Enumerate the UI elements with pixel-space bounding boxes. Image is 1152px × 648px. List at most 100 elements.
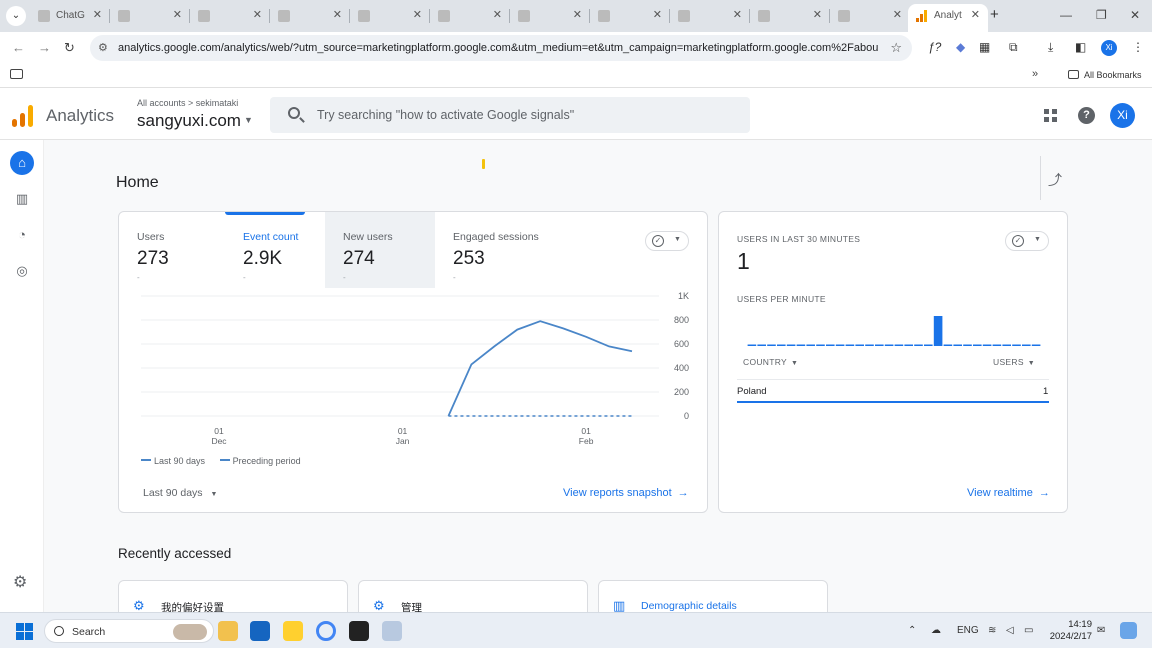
account-breadcrumb[interactable]: All accounts > sekimataki bbox=[137, 98, 239, 108]
new-tab-button[interactable]: + bbox=[990, 6, 999, 23]
metric-tab-engaged-sessions[interactable]: Engaged sessions 253 - bbox=[435, 212, 565, 288]
metric-tab-new-users[interactable]: New users 274 - bbox=[325, 212, 435, 288]
snipping-tool-icon[interactable] bbox=[382, 621, 402, 641]
forward-icon[interactable]: → bbox=[38, 40, 51, 55]
volume-icon[interactable]: ◁ bbox=[1006, 625, 1014, 636]
file-explorer-icon[interactable] bbox=[218, 621, 238, 641]
address-bar[interactable]: ⚙ analytics.google.com/analytics/web/?ut… bbox=[90, 35, 912, 61]
extensions-puzzle-icon[interactable]: ⧉ bbox=[1009, 40, 1018, 54]
chevron-down-icon: ▼ bbox=[674, 236, 681, 243]
close-tab-icon[interactable]: ✕ bbox=[492, 9, 502, 21]
nav-advertising[interactable]: ◎ bbox=[10, 259, 34, 283]
insights-sparkle-icon[interactable]: ⤴ bbox=[1048, 172, 1062, 188]
bookmark-star-icon[interactable]: ☆ bbox=[890, 40, 902, 55]
close-tab-icon[interactable]: ✕ bbox=[172, 9, 182, 21]
tab[interactable]: ✕ bbox=[350, 4, 430, 28]
url-text[interactable]: analytics.google.com/analytics/web/?utm_… bbox=[118, 42, 878, 54]
tab[interactable]: ✕ bbox=[590, 4, 670, 28]
miro-icon[interactable] bbox=[283, 621, 303, 641]
users-column-header[interactable]: USERS ▼ bbox=[993, 357, 1035, 367]
ga-search-input[interactable]: Try searching "how to activate Google si… bbox=[270, 97, 750, 133]
recent-item-preferences[interactable]: ⚙ 我的偏好设置 bbox=[118, 580, 348, 612]
chrome-icon[interactable] bbox=[316, 621, 336, 641]
taskbar-search[interactable]: Search bbox=[44, 619, 214, 643]
date-range-dropdown[interactable]: Last 90 days ▼ bbox=[143, 487, 217, 499]
bookmarks-overflow-icon[interactable]: » bbox=[1032, 68, 1039, 80]
download-icon[interactable]: ⤓ bbox=[1048, 40, 1054, 54]
minimize-icon[interactable]: — bbox=[1060, 8, 1072, 22]
legend-label: Preceding period bbox=[232, 456, 301, 466]
users-per-minute-title: USERS PER MINUTE bbox=[737, 294, 826, 304]
browser-profile-avatar[interactable]: Xi bbox=[1101, 40, 1117, 56]
close-tab-icon[interactable]: ✕ bbox=[812, 9, 822, 21]
nav-reports[interactable]: ▥ bbox=[10, 187, 34, 211]
app-icon[interactable] bbox=[349, 621, 369, 641]
tab[interactable]: ✕ bbox=[430, 4, 510, 28]
y-tick-label: 1K bbox=[678, 291, 689, 301]
tab[interactable]: ✕ bbox=[830, 4, 910, 28]
compare-toggle-button[interactable]: ✓ ▼ bbox=[645, 231, 689, 251]
recent-item-demographic-details[interactable]: ▥ Demographic details bbox=[598, 580, 828, 612]
system-clock[interactable]: 14:19 2024/2/17 bbox=[1048, 619, 1092, 643]
extension-icon[interactable]: ◆ bbox=[956, 40, 966, 54]
reload-icon[interactable]: ↻ bbox=[64, 40, 75, 55]
account-avatar[interactable]: Xi bbox=[1110, 103, 1135, 128]
tab-search-button[interactable]: ⌄ bbox=[6, 6, 26, 26]
close-tab-icon[interactable]: ✕ bbox=[412, 9, 422, 21]
close-tab-icon[interactable]: ✕ bbox=[332, 9, 342, 21]
battery-icon[interactable]: ▭ bbox=[1024, 625, 1034, 636]
tray-overflow-icon[interactable]: ⌃ bbox=[908, 625, 917, 636]
tab[interactable]: ✕ bbox=[670, 4, 750, 28]
tab-active[interactable]: Analyt ✕ bbox=[908, 4, 988, 32]
property-selector[interactable]: sangyuxi.com ▼ bbox=[137, 111, 253, 131]
close-tab-icon[interactable]: ✕ bbox=[892, 9, 902, 21]
tab[interactable]: ✕ bbox=[110, 4, 190, 28]
tab[interactable]: ✕ bbox=[270, 4, 350, 28]
apps-folder-icon[interactable] bbox=[10, 69, 23, 79]
close-tab-icon[interactable]: ✕ bbox=[252, 9, 262, 21]
metric-label: Engaged sessions bbox=[453, 231, 539, 243]
close-tab-icon[interactable]: ✕ bbox=[572, 9, 582, 21]
analytics-logo-icon[interactable] bbox=[12, 105, 34, 127]
formula-extension-icon[interactable]: ƒ? bbox=[928, 40, 942, 54]
apps-grid-icon[interactable] bbox=[1044, 109, 1057, 122]
weather-icon[interactable] bbox=[1120, 622, 1137, 639]
close-window-icon[interactable]: ✕ bbox=[1130, 8, 1141, 22]
nav-home[interactable]: ⌂ bbox=[10, 151, 34, 175]
tab[interactable]: ✕ bbox=[510, 4, 590, 28]
tab-title: ChatG bbox=[56, 10, 85, 21]
close-tab-icon[interactable]: ✕ bbox=[732, 9, 742, 21]
side-panel-icon[interactable]: ◧ bbox=[1075, 40, 1087, 54]
metric-tab-users[interactable]: Users 273 - bbox=[119, 212, 219, 288]
minute-bar bbox=[914, 344, 923, 346]
help-icon[interactable]: ? bbox=[1078, 107, 1095, 124]
close-tab-icon[interactable]: ✕ bbox=[970, 9, 980, 21]
tab[interactable]: ✕ bbox=[190, 4, 270, 28]
notification-icon[interactable]: ✉ bbox=[1097, 625, 1106, 636]
country-column-header[interactable]: COUNTRY ▼ bbox=[743, 357, 798, 367]
language-indicator[interactable]: ENG bbox=[957, 625, 979, 636]
column-label: USERS bbox=[993, 357, 1024, 367]
close-tab-icon[interactable]: ✕ bbox=[92, 9, 102, 21]
site-info-icon[interactable]: ⚙ bbox=[98, 42, 108, 54]
reader-extension-icon[interactable]: ▦ bbox=[979, 40, 991, 54]
tab[interactable]: ChatG ✕ bbox=[30, 4, 110, 28]
nav-explore[interactable]: ◔ bbox=[10, 223, 34, 247]
recent-item-admin[interactable]: ⚙ 管理 bbox=[358, 580, 588, 612]
realtime-compare-button[interactable]: ✓ ▼ bbox=[1005, 231, 1049, 251]
all-bookmarks-button[interactable]: All Bookmarks bbox=[1068, 70, 1142, 80]
maximize-icon[interactable]: ❐ bbox=[1096, 8, 1107, 22]
back-icon[interactable]: ← bbox=[12, 40, 25, 55]
wifi-icon[interactable]: ≋ bbox=[988, 625, 997, 636]
view-realtime-link[interactable]: View realtime → bbox=[967, 487, 1050, 499]
cloud-icon[interactable]: ☁ bbox=[931, 625, 941, 636]
metric-tab-event-count[interactable]: Event count 2.9K - bbox=[225, 212, 325, 288]
admin-settings-icon[interactable]: ⚙ bbox=[13, 574, 28, 591]
legend-item-preceding-period: Preceding period bbox=[219, 456, 301, 466]
outlook-icon[interactable] bbox=[250, 621, 270, 641]
windows-start-icon[interactable] bbox=[16, 623, 33, 640]
view-reports-snapshot-link[interactable]: View reports snapshot → bbox=[563, 487, 689, 499]
tab[interactable]: ✕ bbox=[750, 4, 830, 28]
close-tab-icon[interactable]: ✕ bbox=[652, 9, 662, 21]
browser-menu-icon[interactable]: ⋮ bbox=[1132, 40, 1144, 54]
